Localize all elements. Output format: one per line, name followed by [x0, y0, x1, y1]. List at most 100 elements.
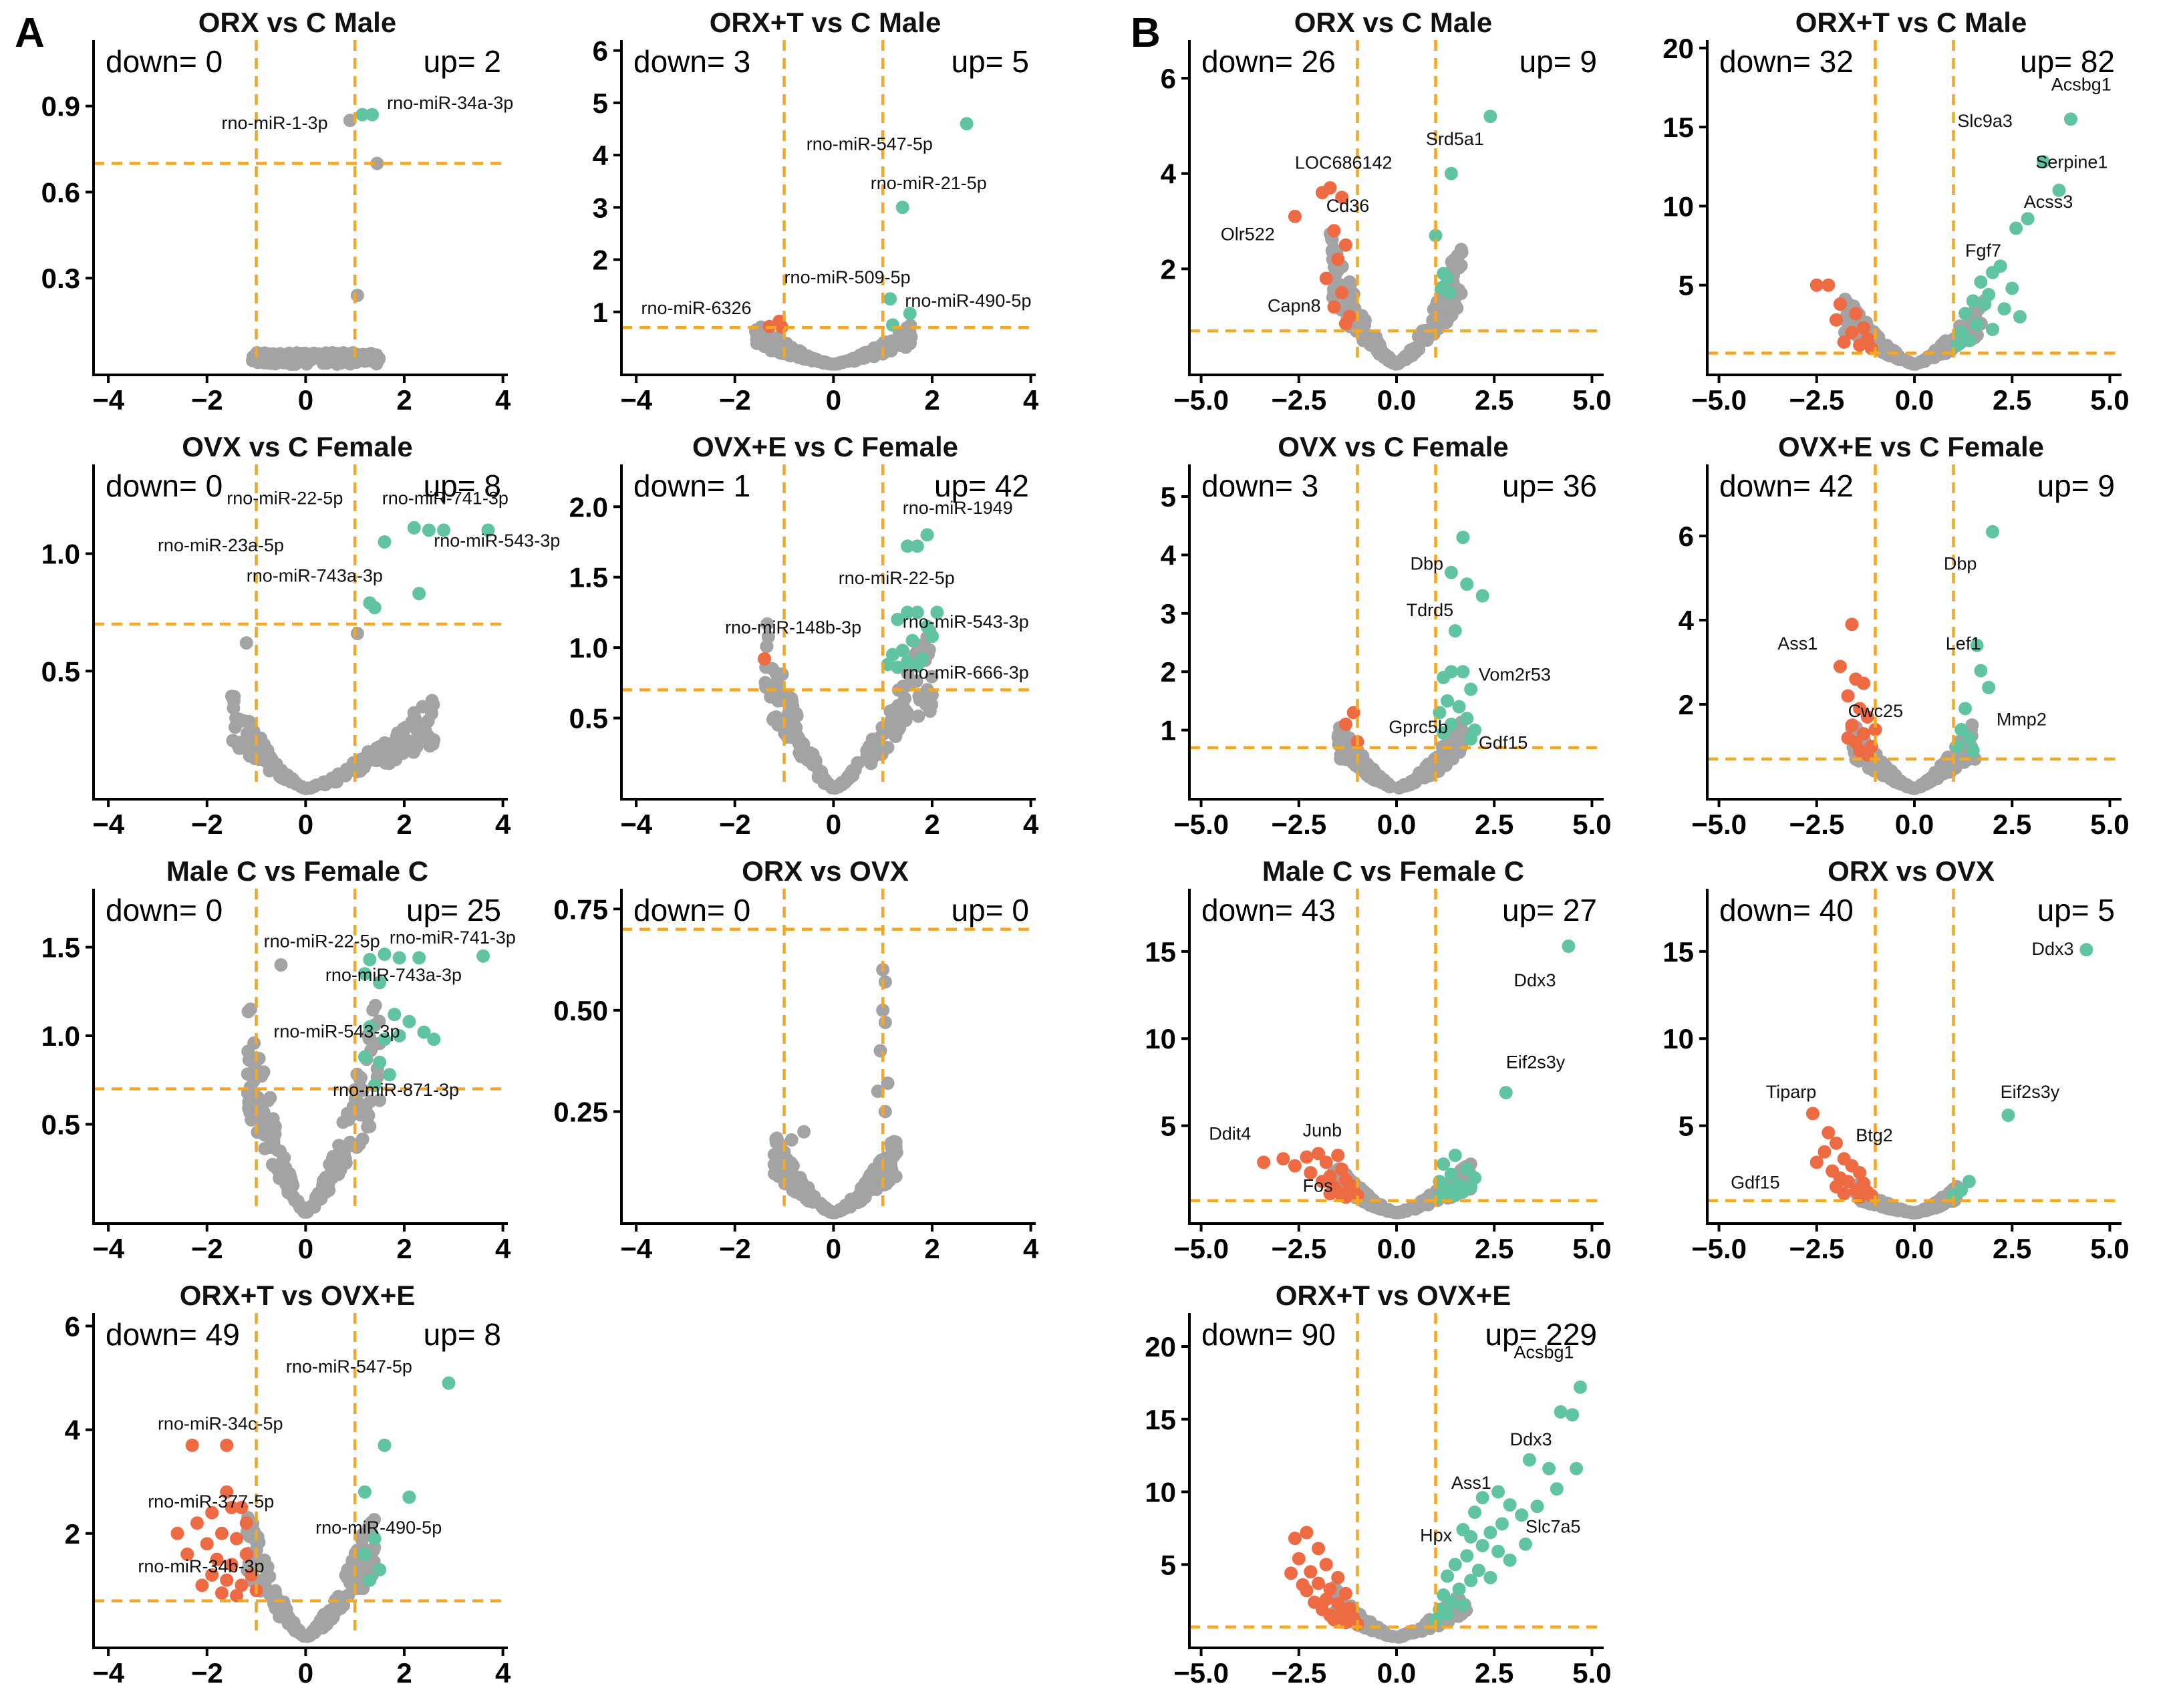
up-count-label: up= 8 — [424, 468, 501, 503]
ns-point — [1431, 310, 1445, 323]
down-point — [1845, 617, 1859, 631]
ns-point — [925, 670, 939, 684]
up-point — [1429, 229, 1443, 243]
ns-point — [286, 357, 300, 371]
up-point — [1958, 702, 1973, 716]
ns-point — [1381, 1204, 1395, 1218]
y-tick-label: 5 — [1679, 270, 1694, 301]
ns-point — [404, 718, 418, 732]
up-point — [1997, 302, 2011, 316]
x-tick-label: −2 — [719, 1233, 751, 1264]
x-tick-label: −5.0 — [1691, 809, 1747, 840]
y-tick-label: 5 — [1161, 481, 1176, 513]
up-point — [1464, 1574, 1478, 1588]
plot-marks — [170, 1376, 456, 1643]
gene-annotation: rno-miR-21-5p — [871, 173, 987, 193]
ns-point — [346, 353, 360, 367]
ns-point — [229, 711, 243, 725]
ns-point — [227, 690, 241, 704]
ns-point — [881, 1077, 895, 1090]
down-point — [200, 1537, 214, 1551]
gene-annotation: Slc9a3 — [1957, 111, 2013, 131]
ns-point — [1455, 245, 1469, 259]
ns-point — [832, 356, 845, 370]
ns-point — [771, 673, 784, 686]
down-count-label: down= 40 — [1719, 893, 1854, 928]
ns-point — [750, 331, 764, 345]
down-point — [1327, 224, 1341, 238]
volcano-plot: OVX+E vs C Female −4 −2 0 2 4 0.5 1.0 1.5 2.0 down… — [569, 431, 1039, 840]
ns-point — [1364, 762, 1378, 776]
plot-marks — [758, 528, 944, 795]
ns-point — [889, 1139, 903, 1153]
up-point — [1444, 166, 1458, 180]
ns-point — [1449, 261, 1463, 275]
up-point — [1456, 665, 1470, 679]
down-point — [1809, 1155, 1824, 1169]
ns-point — [893, 698, 907, 712]
y-tick-label: 5 — [1161, 1111, 1176, 1142]
down-point — [1319, 271, 1333, 285]
y-tick-label: 2 — [1161, 656, 1176, 688]
x-tick-label: −5.0 — [1691, 384, 1747, 416]
up-point — [1456, 1598, 1470, 1612]
down-point — [1331, 1570, 1345, 1584]
gene-annotation: Ddx3 — [2031, 939, 2073, 959]
ns-point — [778, 688, 792, 702]
ns-point — [1397, 1204, 1411, 1218]
ns-point — [1888, 1203, 1902, 1217]
down-point — [210, 1552, 224, 1566]
up-point — [402, 1490, 416, 1504]
y-tick-label: 6 — [65, 1310, 80, 1342]
ns-point — [422, 701, 436, 715]
gene-annotation: Eif2s3y — [2001, 1082, 2060, 1102]
ns-point — [815, 771, 829, 785]
up-point — [378, 535, 392, 549]
plot-marks — [245, 108, 386, 371]
up-point — [1503, 1498, 1517, 1512]
down-point — [220, 1573, 234, 1587]
volcano-plot: ORX+T vs OVX+E −4 −2 0 2 4 2 4 6 down= 49 up= 8 rno… — [65, 1280, 511, 1689]
y-tick-label: 0.50 — [553, 995, 608, 1026]
plot-title: Male C vs Female C — [1262, 855, 1524, 887]
down-count-label: down= 0 — [106, 468, 223, 503]
ns-point — [790, 709, 804, 723]
up-point — [1475, 1538, 1489, 1552]
x-tick-label: 0 — [826, 384, 841, 416]
up-point — [1475, 589, 1489, 603]
ns-point — [878, 1105, 892, 1119]
ns-point — [1397, 779, 1411, 793]
up-point — [1550, 1482, 1564, 1496]
up-point — [1483, 110, 1497, 124]
down-point — [1822, 278, 1836, 292]
gene-annotation: Dbp — [1410, 553, 1443, 573]
ns-point — [1334, 748, 1348, 762]
y-tick-label: 5 — [593, 88, 608, 119]
ns-point — [901, 666, 915, 680]
x-tick-label: 4 — [495, 384, 511, 416]
up-point — [1519, 1537, 1533, 1551]
x-tick-label: 2.5 — [1475, 1657, 1513, 1689]
x-tick-label: 2 — [396, 809, 412, 840]
up-point — [382, 1068, 396, 1082]
down-point — [1809, 278, 1824, 292]
down-point — [1837, 1187, 1851, 1201]
down-point — [239, 1516, 253, 1530]
up-point — [910, 539, 924, 553]
up-point — [901, 605, 915, 619]
ns-point — [759, 680, 773, 694]
plot-title: ORX+T vs C Male — [1795, 7, 2027, 38]
x-tick-label: 4 — [1023, 809, 1039, 840]
x-tick-label: −2 — [719, 809, 751, 840]
ns-point — [808, 352, 822, 366]
y-tick-label: 5 — [1161, 1549, 1176, 1580]
down-point — [1296, 1578, 1310, 1592]
down-point — [1276, 1152, 1290, 1166]
up-point — [2001, 1108, 2015, 1122]
down-point — [1308, 1595, 1322, 1609]
x-tick-label: −2 — [191, 1233, 223, 1264]
volcano-plot: ORX+T vs OVX+E −5.0 −2.5 0.0 2.5 5.0 5 10 15 20 do… — [1145, 1280, 1611, 1689]
y-tick-label: 0.75 — [553, 893, 608, 925]
volcano-plot: ORX vs C Male −4 −2 0 2 4 0.3 0.6 0.9 down= 0 up= … — [41, 7, 514, 416]
down-point — [245, 1568, 259, 1582]
